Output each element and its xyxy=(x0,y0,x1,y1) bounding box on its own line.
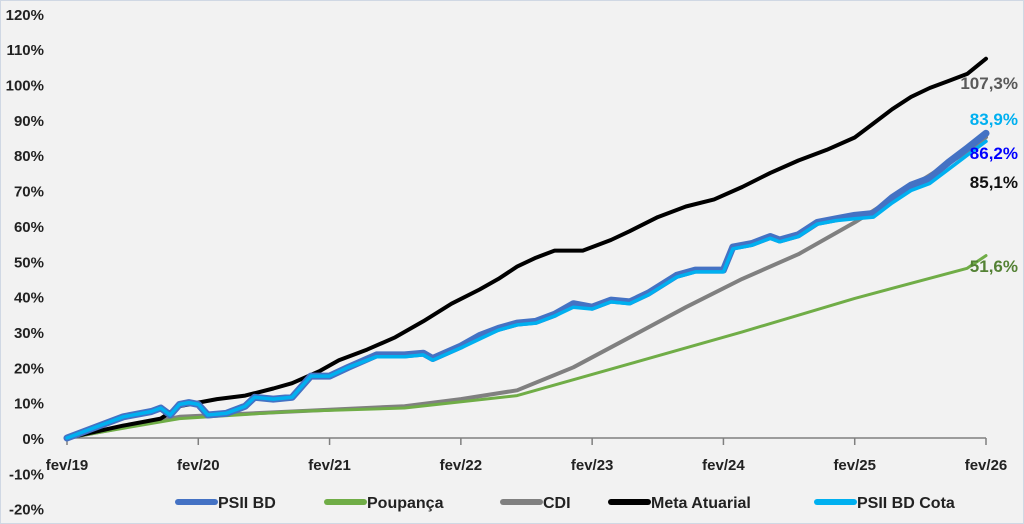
x-tick-label: fev/24 xyxy=(702,457,745,474)
y-tick-label: 30% xyxy=(14,325,44,342)
end-label: 85,1% xyxy=(970,173,1018,192)
legend-label: PSII BD xyxy=(218,495,276,512)
y-tick-label: 50% xyxy=(14,254,44,271)
y-tick-label: 120% xyxy=(6,7,44,24)
legend-label: PSII BD Cota xyxy=(857,495,955,512)
end-label: 86,2% xyxy=(970,144,1018,163)
x-tick-label: fev/23 xyxy=(571,457,614,474)
y-tick-label: 110% xyxy=(6,42,44,59)
y-tick-label: -20% xyxy=(9,502,44,519)
series-line-meta-atuarial xyxy=(65,56,988,440)
end-label: 51,6% xyxy=(970,257,1018,276)
y-tick-label: 10% xyxy=(14,396,44,413)
y-tick-label: -10% xyxy=(9,466,44,483)
y-tick-label: 90% xyxy=(14,113,44,130)
y-tick-label: 60% xyxy=(14,219,44,236)
legend-label: Meta Atuarial xyxy=(651,495,751,512)
y-tick-label: 70% xyxy=(14,184,44,201)
end-label: 83,9% xyxy=(970,110,1018,129)
y-tick-label: 80% xyxy=(14,148,44,165)
x-tick-label: fev/26 xyxy=(965,457,1008,474)
legend-label: Poupança xyxy=(367,495,444,512)
legend-label: CDI xyxy=(543,495,571,512)
y-tick-label: 100% xyxy=(6,78,44,95)
x-tick-label: fev/20 xyxy=(177,457,220,474)
series-line-poupan-a xyxy=(65,254,988,440)
y-tick-label: 20% xyxy=(14,360,44,377)
y-tick-label: 0% xyxy=(22,431,44,448)
x-tick-label: fev/22 xyxy=(440,457,483,474)
x-tick-label: fev/21 xyxy=(308,457,351,474)
end-label: 107,3% xyxy=(960,74,1018,93)
x-tick-label: fev/19 xyxy=(46,457,89,474)
x-tick-label: fev/25 xyxy=(833,457,876,474)
y-tick-label: 40% xyxy=(14,290,44,307)
series-line-psii-bd-cota xyxy=(65,139,988,440)
